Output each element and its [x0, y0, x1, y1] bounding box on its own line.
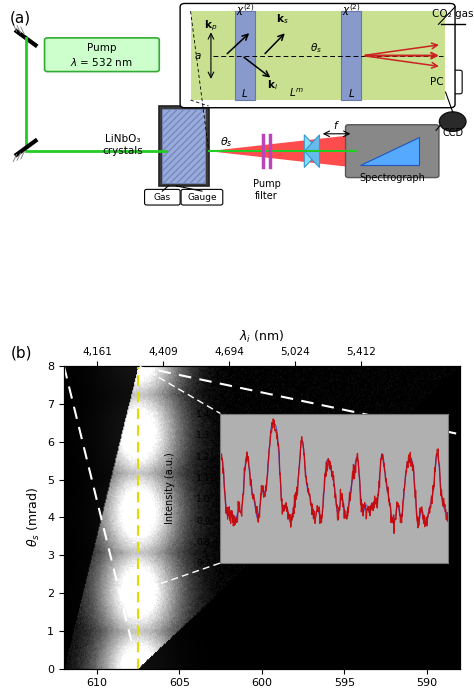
Text: Gauge: Gauge [187, 193, 217, 202]
Text: $\mathbf{k}_i$: $\mathbf{k}_i$ [267, 79, 278, 92]
FancyBboxPatch shape [145, 189, 180, 205]
Polygon shape [304, 135, 319, 167]
FancyBboxPatch shape [180, 3, 455, 108]
Polygon shape [162, 108, 205, 183]
Text: PC: PC [430, 77, 444, 87]
Y-axis label: $\theta_s$ (mrad): $\theta_s$ (mrad) [26, 487, 42, 548]
Text: $\chi^{(2)}$: $\chi^{(2)}$ [236, 2, 255, 18]
X-axis label: $\lambda_s$ (nm): $\lambda_s$ (nm) [238, 694, 286, 695]
Text: $L^m$: $L^m$ [289, 86, 304, 99]
Text: Pump: Pump [87, 42, 117, 53]
Text: $f$: $f$ [333, 120, 340, 131]
FancyBboxPatch shape [412, 70, 462, 94]
Polygon shape [235, 11, 255, 100]
Polygon shape [191, 11, 445, 100]
FancyBboxPatch shape [45, 38, 159, 72]
Text: LiNbO₃
crystals: LiNbO₃ crystals [103, 134, 144, 156]
Polygon shape [304, 135, 319, 167]
Text: (a): (a) [9, 10, 31, 26]
Text: CO₂ gas: CO₂ gas [432, 9, 474, 19]
Polygon shape [360, 138, 419, 165]
Text: $\lambda$ = 532 nm: $\lambda$ = 532 nm [71, 56, 133, 68]
Polygon shape [341, 11, 361, 100]
Text: $\mathbf{k}_s$: $\mathbf{k}_s$ [276, 13, 288, 26]
FancyBboxPatch shape [346, 125, 439, 177]
FancyBboxPatch shape [181, 189, 223, 205]
Polygon shape [209, 136, 356, 167]
Text: (b): (b) [10, 345, 32, 360]
Text: $\mathbf{k}_p$: $\mathbf{k}_p$ [204, 18, 218, 33]
X-axis label: $\lambda_i$ (nm): $\lambda_i$ (nm) [239, 329, 284, 345]
Text: $L$: $L$ [241, 87, 249, 99]
Text: $\chi^{(2)}$: $\chi^{(2)}$ [342, 2, 361, 18]
Circle shape [439, 112, 466, 131]
Text: $\theta_s$: $\theta_s$ [220, 136, 233, 149]
Text: $L$: $L$ [348, 87, 356, 99]
Text: CCD: CCD [442, 127, 463, 138]
Text: Spectrograph: Spectrograph [359, 173, 425, 183]
Text: Pump
filter: Pump filter [253, 179, 281, 201]
Polygon shape [159, 106, 209, 186]
Text: $a$: $a$ [194, 51, 202, 60]
X-axis label: θ (mrad): θ (mrad) [311, 587, 357, 597]
Text: $\theta_s$: $\theta_s$ [310, 42, 322, 55]
Text: Gas: Gas [154, 193, 171, 202]
Y-axis label: Intensity (a.u.): Intensity (a.u.) [165, 452, 175, 524]
